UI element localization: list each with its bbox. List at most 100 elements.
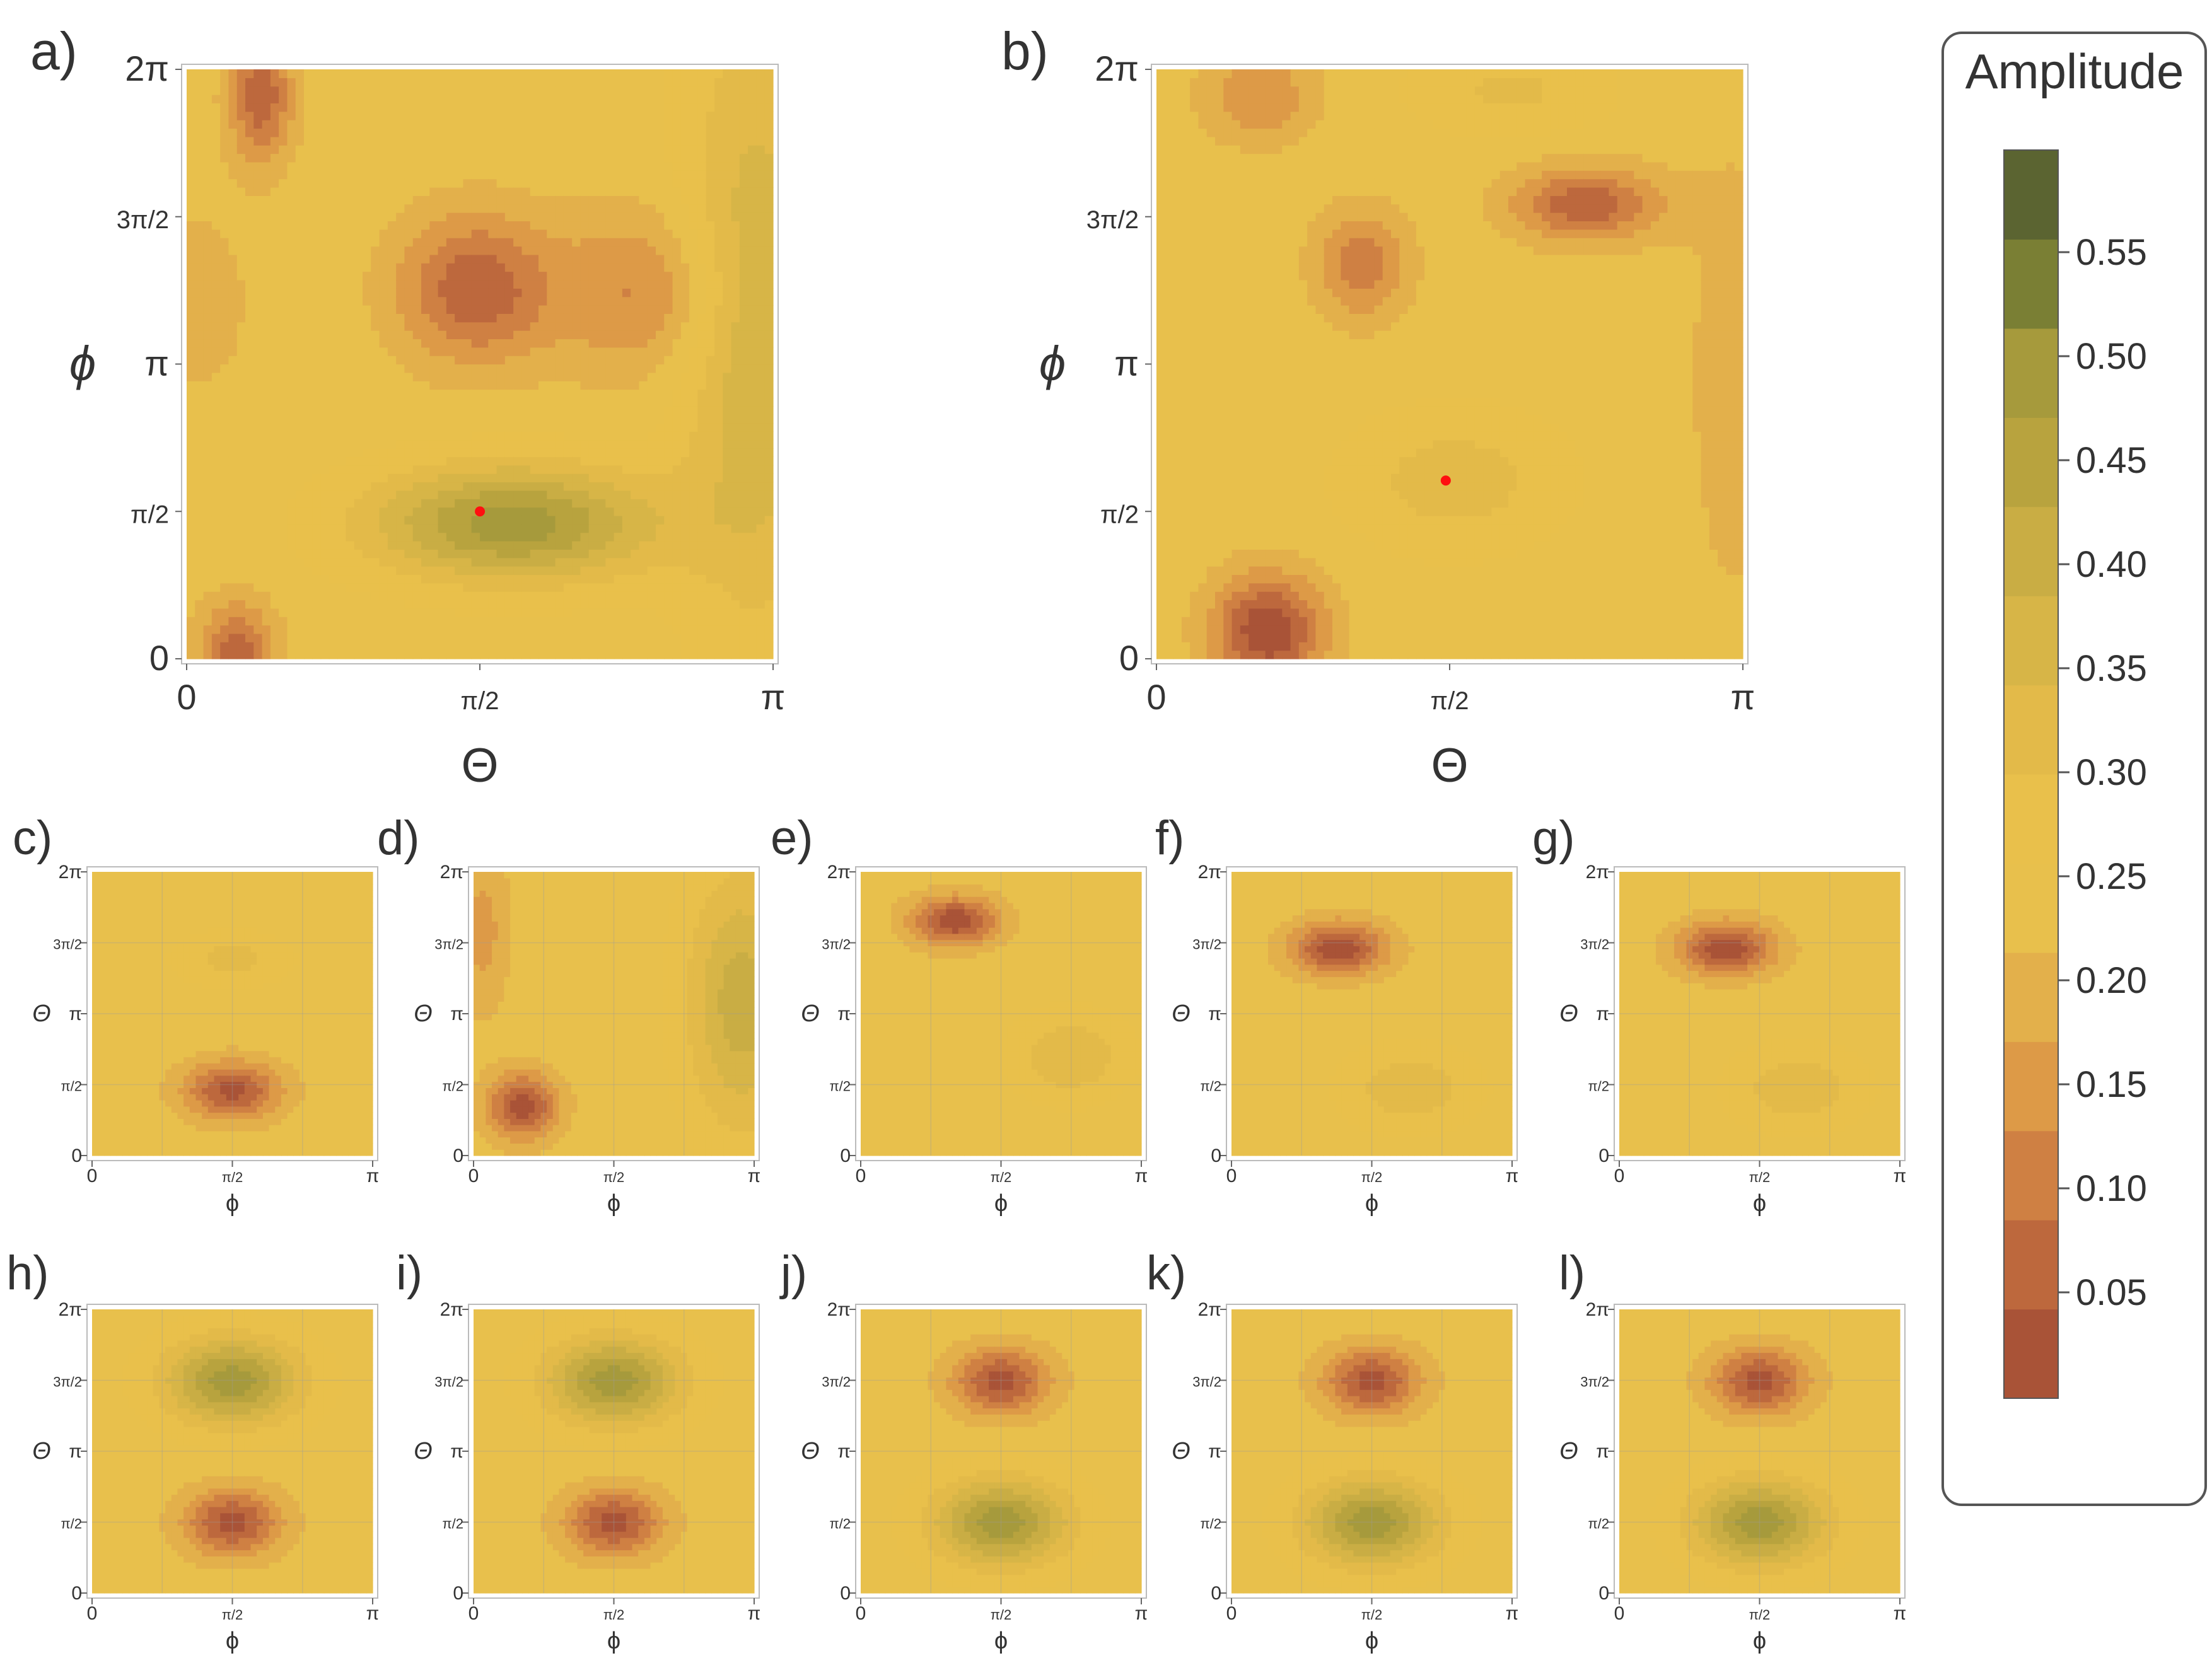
heat-cell <box>320 229 330 238</box>
heat-cell <box>480 313 489 323</box>
heat-cell <box>363 448 371 458</box>
heat-cell <box>504 279 514 289</box>
heat-cell <box>697 279 707 289</box>
heat-cell <box>504 322 514 331</box>
heat-cell <box>195 524 204 533</box>
heat-cell <box>187 439 195 449</box>
heat-cell <box>580 532 590 542</box>
heat-cell <box>371 617 380 626</box>
heat-cell <box>488 439 498 449</box>
heat-cell <box>455 557 464 567</box>
heat-cell <box>496 524 506 533</box>
heat-cell <box>530 532 539 542</box>
heat-cell <box>647 389 656 398</box>
heat-cell <box>622 322 631 331</box>
heat-cell <box>639 95 648 104</box>
heat-cell <box>379 431 388 441</box>
heat-cell <box>706 541 715 550</box>
heat-cell <box>631 296 640 306</box>
heat-cell <box>647 103 656 112</box>
heat-cell <box>220 423 230 432</box>
heat-cell <box>253 212 263 222</box>
heat-cell <box>404 330 414 340</box>
heat-cell <box>412 347 422 356</box>
heat-cell <box>446 397 455 407</box>
heat-cell <box>739 128 748 137</box>
heat-cell <box>756 617 765 626</box>
heat-cell <box>337 69 347 78</box>
heat-cell <box>203 423 212 432</box>
heat-cell <box>689 448 699 458</box>
heat-cell <box>329 642 338 651</box>
heat-cell <box>279 524 288 533</box>
heat-cell <box>764 69 774 78</box>
heat-cell <box>588 212 598 222</box>
heat-cell <box>748 473 757 483</box>
heat-cell <box>203 465 212 474</box>
heat-cell <box>706 254 715 264</box>
heat-cell <box>647 153 656 163</box>
heat-cell <box>236 364 246 373</box>
heat-cell <box>513 625 523 634</box>
heat-cell <box>438 145 447 154</box>
heat-cell <box>463 591 472 601</box>
heat-cell <box>211 339 221 348</box>
heat-cell <box>455 591 464 601</box>
heat-cell <box>463 128 472 137</box>
heat-cell <box>279 86 288 95</box>
heat-cell <box>530 288 539 298</box>
heat-cell <box>270 187 279 196</box>
heat-cell <box>346 591 355 601</box>
heat-cell <box>572 515 581 525</box>
heat-cell <box>463 120 472 129</box>
heat-cell <box>329 633 338 642</box>
heat-cell <box>429 600 439 609</box>
heat-cell <box>187 541 195 550</box>
heat-cell <box>287 120 296 129</box>
heat-cell <box>203 456 212 466</box>
heat-cell <box>656 465 665 474</box>
heat-cell <box>530 271 539 281</box>
heat-cell <box>463 507 472 516</box>
heat-cell <box>513 414 523 424</box>
heat-cell <box>228 549 238 559</box>
heat-cell <box>723 397 732 407</box>
heat-cell <box>304 642 313 651</box>
heat-cell <box>622 549 631 559</box>
heat-cell <box>287 161 296 171</box>
heat-cell <box>488 381 498 390</box>
heat-cell <box>228 490 238 499</box>
heat-cell <box>631 414 640 424</box>
heat-cell <box>329 524 338 533</box>
heat-cell <box>337 423 347 432</box>
heat-cell <box>513 574 523 584</box>
heat-cell <box>706 532 715 542</box>
heat-cell <box>622 78 631 87</box>
heat-cell <box>446 633 455 642</box>
heat-cell <box>614 625 623 634</box>
heat-cell <box>706 582 715 592</box>
heat-cell <box>195 271 204 281</box>
heat-cell <box>253 356 263 365</box>
heat-cell <box>203 499 212 508</box>
heat-cell <box>588 600 598 609</box>
heat-cell <box>187 507 195 516</box>
heat-cell <box>329 617 338 626</box>
heat-cell <box>312 456 322 466</box>
heat-cell <box>270 322 279 331</box>
heat-cell <box>664 271 673 281</box>
heat-cell <box>597 465 606 474</box>
heat-cell <box>563 499 573 508</box>
heat-cell <box>530 103 539 112</box>
heat-cell <box>354 608 363 617</box>
heat-cell <box>538 271 547 281</box>
heat-cell <box>689 406 699 415</box>
heat-cell <box>295 161 305 171</box>
heat-cell <box>304 465 313 474</box>
heat-cell <box>647 650 656 659</box>
heat-cell <box>446 246 455 255</box>
heat-cell <box>354 195 363 205</box>
heat-cell <box>496 608 506 617</box>
heat-cell <box>203 305 212 314</box>
heat-cell <box>572 322 581 331</box>
